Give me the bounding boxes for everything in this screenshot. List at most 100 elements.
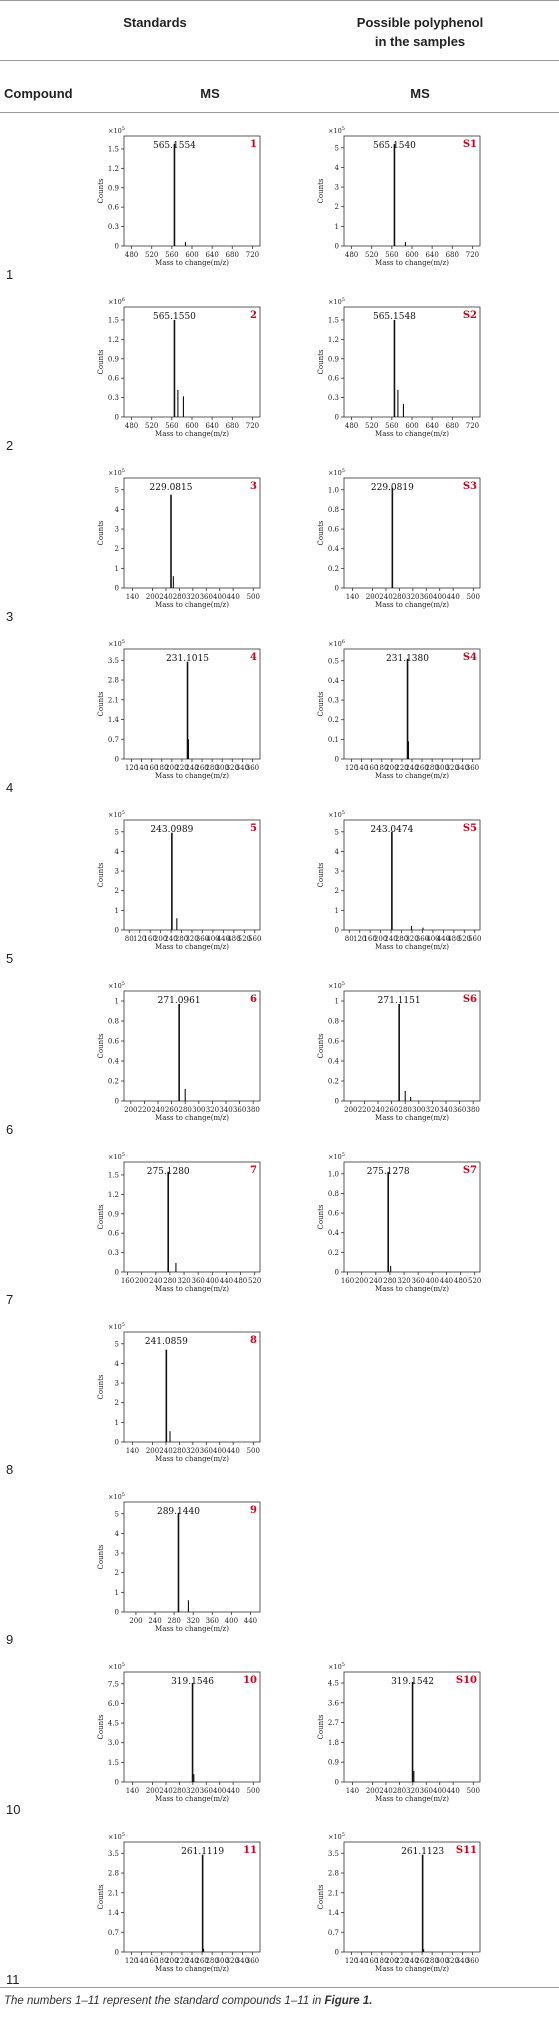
row-number: 4 [6,780,14,795]
x-tick-label: 240 [164,935,177,943]
y-scale-label: ×105 [328,297,345,306]
x-tick-label: 360 [233,1106,246,1114]
x-axis-title: Mass to change(m/z) [375,259,449,267]
y-tick-label: 0.3 [108,1249,119,1257]
x-tick-label: 320 [405,935,418,943]
y-scale-label: ×106 [108,297,125,306]
x-tick-label: 220 [175,764,188,772]
y-tick-label: 0.7 [328,1929,339,1937]
y-tick-label: 0.2 [328,716,339,724]
x-tick-label: 500 [467,593,480,601]
y-axis-title: Counts [97,1204,105,1229]
y-tick-label: 4.5 [108,1720,119,1728]
y-tick-label: 0.8 [328,1190,339,1198]
x-tick-label: 520 [365,422,378,430]
x-tick-label: 240 [151,1106,164,1114]
x-tick-label: 480 [454,1277,467,1285]
y-tick-label: 1 [115,565,119,573]
y-tick-label: 0.3 [328,697,339,705]
x-axis-title: Mass to change(m/z) [375,1795,449,1803]
x-tick-label: 360 [453,1106,466,1114]
plot-frame [343,990,481,1102]
y-tick-label: 5 [115,828,119,836]
y-tick-label: 0 [115,243,119,251]
x-tick-label: 120 [345,1957,358,1965]
y-tick-label: 0 [115,927,119,935]
peak-mass-label: 319.1542 [391,1677,434,1687]
x-tick-label: 280 [399,1106,412,1114]
y-tick-label: 0.6 [108,204,120,212]
y-tick-label: 0 [335,585,339,593]
x-tick-label: 240 [405,1957,418,1965]
x-tick-label: 280 [179,1106,192,1114]
y-tick-label: 1.5 [108,1171,119,1179]
y-tick-label: 0.2 [328,1249,339,1257]
peak-mass-label: 261.1119 [181,1847,224,1857]
y-tick-label: 0.6 [328,375,340,383]
x-tick-label: 440 [217,935,230,943]
x-tick-label: 600 [185,251,198,259]
x-tick-label: 560 [165,422,178,430]
y-tick-label: 3 [115,1550,119,1558]
plot-frame [343,648,481,760]
x-tick-label: 200 [366,593,379,601]
x-tick-label: 240 [159,1787,172,1795]
y-axis-title: Counts [317,178,325,203]
y-axis-title: Counts [97,1714,105,1739]
caption-figure-link[interactable]: Figure 1. [324,1995,373,2007]
x-tick-label: 180 [155,764,168,772]
x-tick-label: 480 [227,935,240,943]
y-tick-label: 3 [335,184,339,192]
peak-mass-label: 565.1540 [373,141,416,151]
bottom-rule [0,1987,559,1988]
y-tick-label: 2.7 [328,1719,339,1727]
x-tick-label: 280 [175,935,188,943]
x-tick-label: 440 [220,1277,233,1285]
y-tick-label: 0 [115,585,119,593]
y-scale-label: ×105 [328,810,345,819]
y-tick-label: 1.5 [108,1759,119,1767]
y-tick-label: 7.5 [108,1680,119,1688]
x-tick-label: 300 [216,1957,229,1965]
column-header-possible-line2: in the samples [374,34,466,49]
row-number: 2 [6,438,14,453]
y-scale-label: ×105 [108,468,125,477]
spectrum-chart-8: 0 1 2 3 4 5 ×105 Counts 140 200 240 280 320 360 400 440… [97,1322,261,1463]
x-tick-label: 480 [447,935,460,943]
x-tick-label: 500 [247,593,260,601]
y-tick-label: 5 [115,1340,119,1348]
x-tick-label: 220 [175,1957,188,1965]
y-tick-label: 2 [335,203,339,211]
x-tick-label: 200 [129,1617,142,1625]
y-tick-label: 1.2 [108,165,119,173]
x-tick-label: 520 [238,935,251,943]
x-tick-label: 400 [426,1277,439,1285]
peak-mass-label: 275.1278 [367,1167,410,1177]
x-tick-label: 720 [246,422,259,430]
y-tick-label: 0.6 [108,1230,120,1238]
x-tick-label: 260 [165,1106,178,1114]
y-axis-title: Counts [97,862,105,887]
x-tick-label: 260 [195,1957,208,1965]
x-axis-title: Mass to change(m/z) [155,1795,229,1803]
x-axis-title: Mass to change(m/z) [155,943,229,951]
spectrum-chart-s11: 0 0.7 1.4 2.1 2.8 3.5 ×105 Counts 12014016018020… [317,1832,481,1973]
plot-frame [123,306,261,418]
y-tick-label: 3 [115,1380,119,1388]
row-number: 10 [6,1802,21,1817]
x-tick-label: 300 [412,1106,425,1114]
y-tick-label: 0.8 [108,1018,119,1026]
x-tick-label: 360 [466,764,479,772]
x-tick-label: 440 [446,1787,459,1795]
peak-mass-label: 241.0859 [145,1337,188,1347]
y-scale-label: ×105 [108,1322,125,1331]
column-header-ms-standards: MS [200,86,220,101]
x-tick-label: 140 [346,593,359,601]
y-tick-label: 3.5 [328,1850,339,1858]
y-tick-label: 0 [115,1439,119,1447]
plot-frame [343,135,481,247]
y-tick-label: 0.9 [328,1759,339,1767]
y-tick-label: 0.9 [108,355,119,363]
x-tick-label: 360 [200,1447,213,1455]
